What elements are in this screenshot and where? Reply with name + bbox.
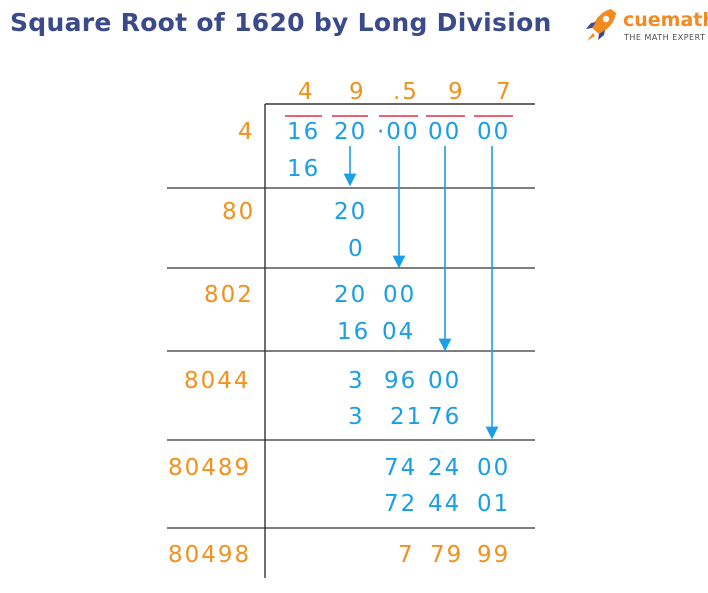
subtrahend: 0 [348,236,365,262]
subtrahend: 01 [477,491,511,517]
rocket-icon [586,9,616,41]
logo-tagline: THE MATH EXPERT [624,33,706,42]
page-title: Square Root of 1620 by Long Division [10,8,552,37]
subtrahend: 76 [428,404,462,430]
remainder: 00 [428,368,462,394]
divisor-label: 80 [222,199,256,225]
quotient-digit: 7 [496,79,513,105]
row-separators [167,187,535,529]
subtrahend: 21 [390,404,424,430]
remainder: 74 [384,455,418,481]
subtrahend: 16 [337,319,371,345]
subtrahend: 44 [428,491,462,517]
dividend-pair: 16 [287,119,321,145]
remainder: 3 [348,368,365,394]
subtrahend: 3 [348,404,365,430]
bring-down-arrows [343,146,499,440]
final-remainder: 79 [430,542,464,568]
cuemath-logo: cuemath THE MATH EXPERT [582,6,708,46]
remainder: 00 [477,455,511,481]
divisor-label: 8044 [184,368,251,394]
divisor-label: 80489 [168,455,252,481]
divisor-label: 80498 [168,542,252,568]
subtrahend: 72 [384,491,418,517]
divisor-label: 802 [204,282,254,308]
remainder: 96 [384,368,418,394]
final-remainder: 7 [398,542,415,568]
dividend-pair: ·00 [377,119,420,145]
dividend-pair: 20 [334,119,368,145]
divisor-label: 4 [238,119,255,145]
subtrahend: 04 [382,319,416,345]
dividend-pair: 00 [428,119,462,145]
subtrahend: 16 [287,156,321,182]
remainder: 24 [428,455,462,481]
final-remainder: 99 [477,542,511,568]
logo-name: cuemath [623,9,708,31]
quotient-digit: .5 [393,79,419,105]
quotient-digit: 9 [349,79,366,105]
remainder: 00 [383,282,417,308]
remainder: 20 [334,199,368,225]
remainder: 20 [334,282,368,308]
dividend-pair: 00 [477,119,511,145]
quotient-digit: 9 [448,79,465,105]
quotient-digit: 4 [298,79,315,105]
